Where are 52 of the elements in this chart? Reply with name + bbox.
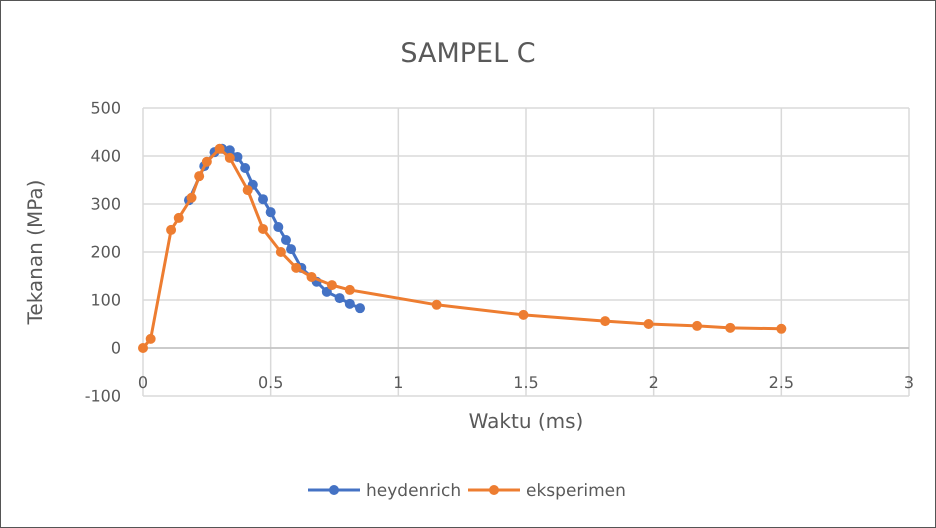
point	[344, 284, 355, 295]
point	[266, 207, 276, 218]
point	[186, 192, 197, 203]
point	[776, 324, 786, 334]
point	[432, 300, 442, 310]
y-tick-label: 200	[90, 242, 121, 262]
point	[344, 298, 355, 309]
point	[355, 303, 366, 314]
point	[725, 322, 736, 333]
x-tick-label: 2	[648, 373, 659, 392]
point	[146, 334, 156, 344]
point	[600, 316, 610, 326]
point	[286, 244, 296, 254]
x-tick-label: 3	[904, 373, 914, 392]
legend-label: eksperimen	[526, 480, 626, 501]
point	[334, 293, 345, 304]
point	[258, 194, 268, 204]
y-tick-label: 300	[90, 194, 121, 214]
y-tick-label: -100	[84, 386, 121, 406]
y-tick-label: 0	[110, 338, 121, 358]
y-tick-label: 100	[90, 290, 121, 310]
y-tick-label: 500	[90, 98, 121, 118]
point	[194, 171, 204, 182]
point	[692, 320, 702, 331]
x-axis-title: Waktu (ms)	[468, 409, 584, 433]
chart-title: SAMPEL C	[400, 38, 536, 69]
point	[322, 286, 332, 297]
point	[224, 152, 235, 163]
point	[326, 280, 337, 290]
x-tick-label: 0	[138, 373, 148, 392]
x-tick-label: 1	[393, 373, 404, 392]
point	[202, 156, 212, 167]
x-tick-label: 2.5	[768, 373, 794, 392]
y-axis-title: Tekanan (MPa)	[23, 180, 47, 326]
legend-label: heydenrich	[366, 480, 462, 501]
point	[276, 247, 286, 257]
point	[518, 310, 528, 320]
point	[258, 224, 268, 234]
point	[174, 212, 184, 223]
x-tick-label: 1.5	[513, 373, 539, 392]
point	[166, 224, 176, 235]
y-tick-label: 400	[90, 146, 121, 166]
point	[280, 235, 291, 245]
point	[291, 262, 302, 273]
point	[240, 163, 250, 173]
point	[644, 319, 654, 329]
point	[138, 343, 148, 353]
point	[306, 272, 317, 282]
x-tick-label: 0.5	[258, 373, 284, 392]
point	[242, 185, 253, 196]
point	[273, 222, 284, 232]
point	[214, 144, 225, 154]
